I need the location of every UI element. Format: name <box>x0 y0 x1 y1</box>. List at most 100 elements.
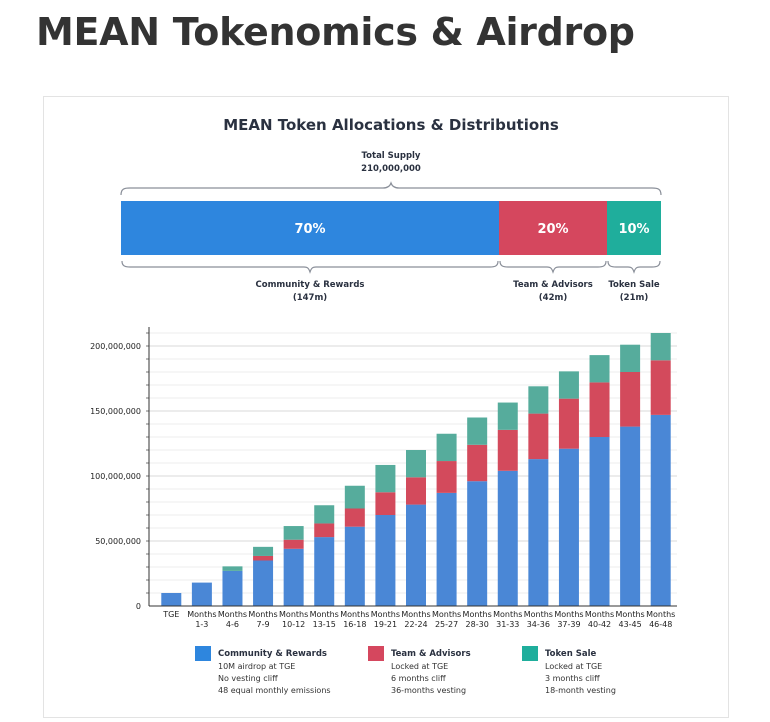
bar-segment-2 <box>253 546 274 556</box>
bar-segment-1 <box>314 523 335 538</box>
x-tick-label: Months <box>310 610 339 619</box>
x-tick-label: Months <box>187 610 216 619</box>
legend-swatch-2 <box>522 646 538 661</box>
y-tick-label: 50,000,000 <box>95 537 141 546</box>
legend-note: No vesting cliff <box>218 674 278 683</box>
legend-swatch-0 <box>195 646 211 661</box>
bar-segment-1 <box>436 461 457 493</box>
allocation-labels: Community & Rewards (147m) Team & Advisors… <box>256 280 660 303</box>
bar-segment-2 <box>283 526 304 540</box>
x-tick-label: 31-33 <box>496 620 519 629</box>
bar-segment-1 <box>497 429 518 471</box>
x-tick-label: Months <box>432 610 461 619</box>
allocation-pct-2: 10% <box>618 222 649 237</box>
x-tick-label: 46-48 <box>649 620 672 629</box>
allocation-bar: 70% 20% 10% <box>121 201 661 255</box>
x-tick-label: Months <box>646 610 675 619</box>
legend-note: 6 months cliff <box>391 674 446 683</box>
legend-note: Locked at TGE <box>391 662 448 671</box>
bar-segment-0 <box>375 515 396 606</box>
bar-segment-0 <box>558 448 579 606</box>
allocation-title: MEAN Token Allocations & Distributions <box>223 116 559 134</box>
legend-note: 10M airdrop at TGE <box>218 662 295 671</box>
legend-note: 3 months cliff <box>545 674 600 683</box>
bar-segment-0 <box>191 582 212 606</box>
legend-name-1: Team & Advisors <box>391 649 471 659</box>
total-supply-label: Total Supply <box>362 151 421 161</box>
bar-segment-2 <box>650 333 671 361</box>
bar-segment-2 <box>375 464 396 493</box>
x-tick-label: 13-15 <box>313 620 336 629</box>
allocation-segment-1 <box>499 201 607 255</box>
x-tick-label: 37-39 <box>557 620 580 629</box>
allocation-amount-0: (147m) <box>293 293 327 303</box>
x-tick-label: 43-45 <box>618 620 641 629</box>
bar-segment-0 <box>620 426 641 606</box>
allocation-name-0: Community & Rewards <box>256 280 365 290</box>
total-supply-value: 210,000,000 <box>361 164 421 174</box>
bar-segment-0 <box>528 459 549 606</box>
x-tick-label: Months <box>463 610 492 619</box>
bar-segment-2 <box>222 566 243 571</box>
bar-segment-0 <box>406 504 426 606</box>
bar-segment-0 <box>314 537 335 606</box>
bar-segment-2 <box>467 417 488 445</box>
y-axis-ticks: 0 50,000,000 100,000,000 150,000,000 200,000… <box>90 332 149 611</box>
bar-segment-1 <box>406 477 426 505</box>
x-tick-label: 7-9 <box>257 620 270 629</box>
bar-segment-2 <box>528 386 549 414</box>
bar-segment-2 <box>558 371 579 399</box>
total-supply-brace <box>120 181 662 196</box>
y-tick-label: 0 <box>136 602 141 611</box>
bar-segment-0 <box>436 492 457 606</box>
tokenomics-figure: MEAN Token Allocations & Distributions T… <box>43 96 729 718</box>
x-tick-label: 10-12 <box>282 620 305 629</box>
allocation-name-1: Team & Advisors <box>513 280 593 290</box>
x-tick-label: Months <box>279 610 308 619</box>
bar-segment-0 <box>497 470 518 606</box>
x-tick-label: Months <box>248 610 277 619</box>
legend-note: Locked at TGE <box>545 662 602 671</box>
bar-segment-1 <box>620 372 641 427</box>
legend-note: 48 equal monthly emissions <box>218 686 331 695</box>
x-tick-label: 25-27 <box>435 620 458 629</box>
bar-segment-0 <box>589 437 610 606</box>
bar-segment-0 <box>161 593 182 606</box>
x-tick-label: 4-6 <box>226 620 239 629</box>
x-tick-label: Months <box>615 610 644 619</box>
bar-segment-1 <box>650 360 671 415</box>
x-tick-label: 1-3 <box>195 620 208 629</box>
tokenomics-chart: MEAN Token Allocations & Distributions T… <box>90 116 677 695</box>
x-tick-label: Months <box>401 610 430 619</box>
page-title: MEAN Tokenomics & Airdrop <box>36 10 635 54</box>
allocation-brace-1 <box>499 260 607 274</box>
y-tick-label: 150,000,000 <box>90 407 141 416</box>
bar-segment-1 <box>344 508 365 527</box>
bar-segment-2 <box>436 433 457 462</box>
bar-segment-1 <box>467 444 488 482</box>
allocation-brace-2 <box>607 260 661 274</box>
allocation-amount-1: (42m) <box>539 293 568 303</box>
x-tick-label: 34-36 <box>527 620 550 629</box>
bar-segment-0 <box>253 560 274 606</box>
x-tick-label: TGE <box>162 610 179 619</box>
x-tick-label: Months <box>493 610 522 619</box>
x-tick-label: Months <box>371 610 400 619</box>
bar-segment-1 <box>253 555 274 561</box>
allocation-name-2: Token Sale <box>608 280 659 290</box>
allocation-segment-2 <box>607 201 661 255</box>
bar-segment-1 <box>558 398 579 449</box>
x-tick-label: Months <box>585 610 614 619</box>
bar-segment-1 <box>589 382 610 437</box>
bar-segment-2 <box>497 402 518 430</box>
bar-segment-2 <box>314 505 335 524</box>
x-tick-label: 16-18 <box>343 620 366 629</box>
legend-swatch-1 <box>368 646 384 661</box>
x-tick-label: 19-21 <box>374 620 397 629</box>
x-tick-label: Months <box>524 610 553 619</box>
allocation-pct-0: 70% <box>294 222 325 237</box>
bar-segment-2 <box>589 355 610 383</box>
chart-legend: Community & Rewards 10M airdrop at TGE No … <box>195 646 616 695</box>
y-tick-label: 200,000,000 <box>90 342 141 351</box>
bar-segment-1 <box>283 539 304 549</box>
